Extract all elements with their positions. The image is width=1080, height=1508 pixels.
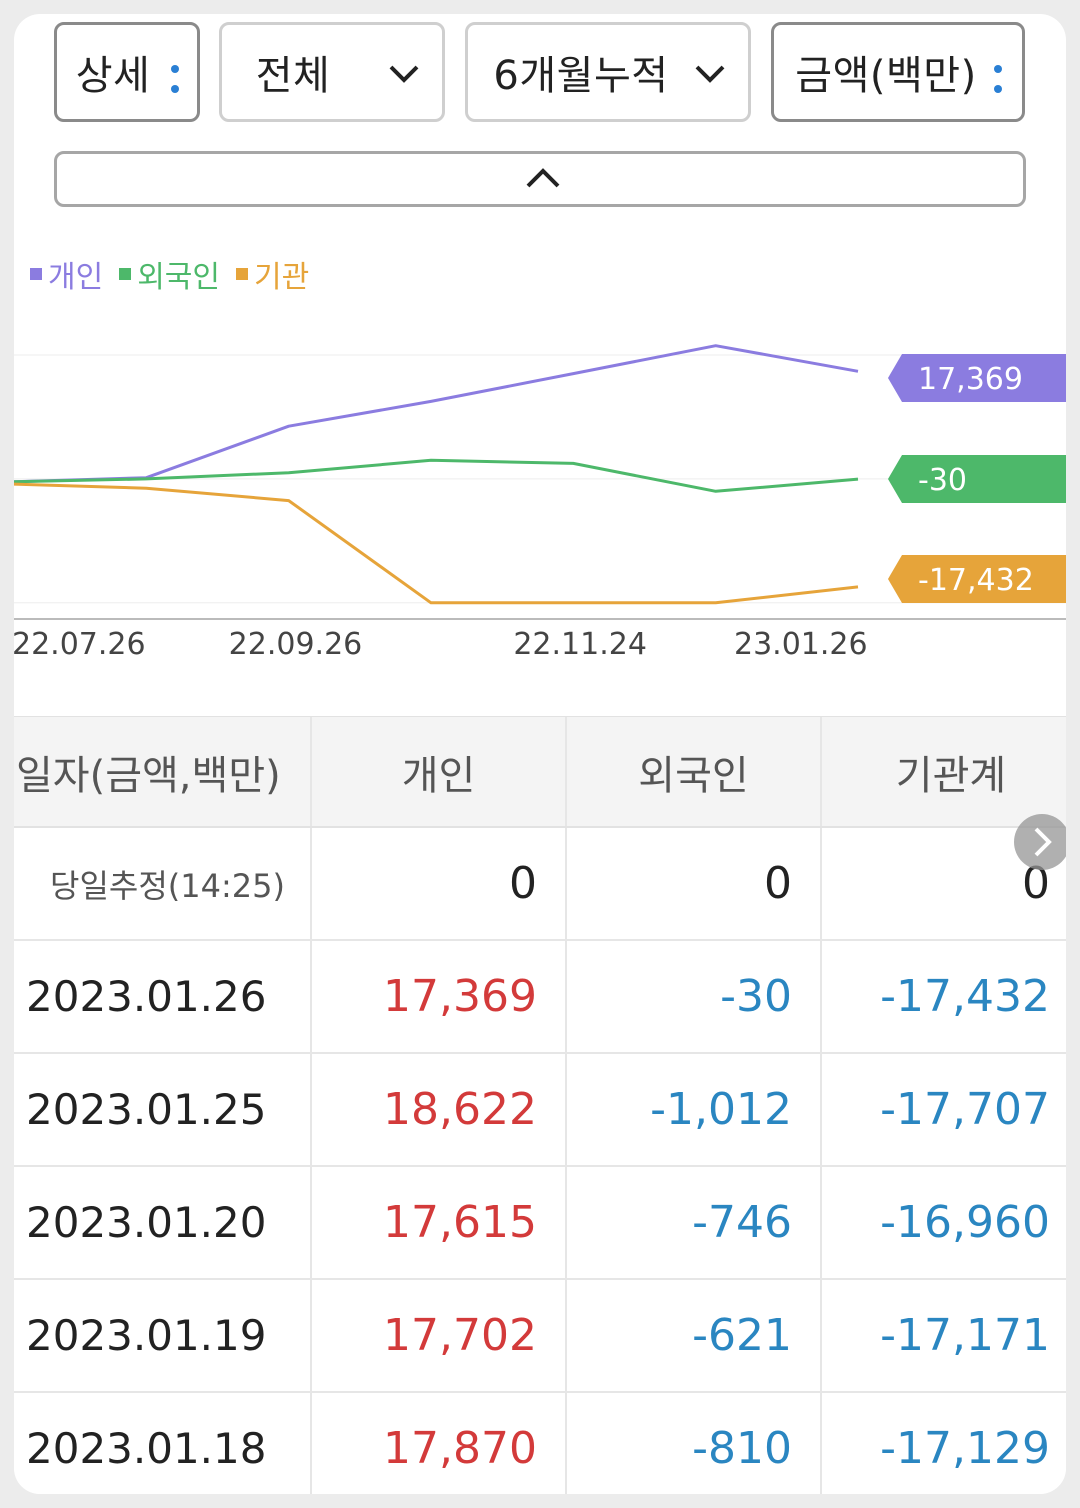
legend-item-institution: 기관 bbox=[236, 252, 309, 296]
x-tick-label: 22.07.26 bbox=[14, 627, 146, 662]
cell-individual: 17,702 bbox=[312, 1280, 567, 1391]
chart-legend: 개인 외국인 기관 bbox=[30, 252, 325, 296]
table-row: 2023.01.25 18,622 -1,012 -17,707 bbox=[14, 1054, 1066, 1167]
value-tag-0: 17,369 bbox=[888, 354, 1066, 402]
chevron-up-icon bbox=[526, 168, 560, 188]
value-tag-text: -30 bbox=[918, 463, 967, 498]
table-row: 2023.01.20 17,615 -746 -16,960 bbox=[14, 1167, 1066, 1280]
investor-trend-card: 상세 전체 6개월누적 금액(백만) 개인 외국인 기관 17,369 -30 -1… bbox=[14, 14, 1066, 1494]
cell-date: 2023.01.19 bbox=[14, 1280, 312, 1391]
unit-menu-button[interactable]: 금액(백만) bbox=[771, 22, 1025, 122]
table-row: 2023.01.19 17,702 -621 -17,171 bbox=[14, 1280, 1066, 1393]
table-row: 2023.01.26 17,369 -30 -17,432 bbox=[14, 941, 1066, 1054]
trend-line-chart: 17,369 -30 -17,432 22.07.26 22.09.26 22.11.24… bbox=[14, 344, 1066, 662]
cell-individual: 17,615 bbox=[312, 1167, 567, 1278]
cell-date: 2023.01.20 bbox=[14, 1167, 312, 1278]
legend-swatch bbox=[236, 268, 249, 280]
scope-label: 전체 bbox=[255, 53, 331, 99]
header-institution: 기관계 bbox=[895, 752, 1007, 799]
cell-foreign: 0 bbox=[567, 828, 822, 939]
cell-institution: -17,432 bbox=[880, 971, 1050, 1022]
cell-institution: -17,129 bbox=[880, 1423, 1050, 1474]
value-tag-2: -17,432 bbox=[888, 555, 1066, 603]
legend-item-foreign: 외국인 bbox=[119, 252, 220, 296]
legend-swatch bbox=[30, 268, 42, 280]
period-dropdown[interactable]: 6개월누적 bbox=[465, 22, 751, 122]
investor-table: 일자(금액,백만) 개인 외국인 기관계 당일추정(14:25) 0 0 0 2023.… bbox=[14, 716, 1066, 1494]
value-tag-text: -17,432 bbox=[918, 563, 1034, 598]
chevron-right-icon bbox=[1034, 827, 1052, 857]
legend-label: 개인 bbox=[48, 260, 104, 295]
cell-individual: 17,369 bbox=[312, 941, 567, 1052]
x-tick-label: 22.09.26 bbox=[229, 627, 363, 662]
unit-label: 금액(백만) bbox=[795, 53, 977, 99]
chevron-down-icon bbox=[389, 65, 419, 83]
cell-foreign: -746 bbox=[567, 1167, 822, 1278]
cell-foreign: -810 bbox=[567, 1393, 822, 1494]
cell-foreign: -30 bbox=[567, 941, 822, 1052]
cell-date: 2023.01.25 bbox=[14, 1054, 312, 1165]
header-date: 일자(금액,백만) bbox=[14, 717, 312, 826]
cell-date: 2023.01.18 bbox=[14, 1393, 312, 1494]
cell-individual: 18,622 bbox=[312, 1054, 567, 1165]
kebab-icon bbox=[994, 65, 1002, 95]
legend-label: 기관 bbox=[254, 260, 310, 295]
cell-institution: -16,960 bbox=[880, 1197, 1050, 1248]
series-line-2 bbox=[14, 482, 859, 605]
cell-foreign: -621 bbox=[567, 1280, 822, 1391]
cell-date: 2023.01.26 bbox=[14, 941, 312, 1052]
table-row: 2023.01.18 17,870 -810 -17,129 bbox=[14, 1393, 1066, 1494]
scroll-right-button[interactable] bbox=[1014, 814, 1066, 870]
header-individual: 개인 bbox=[312, 717, 567, 826]
x-tick-label: 22.11.24 bbox=[513, 627, 647, 662]
value-tag-bg bbox=[888, 555, 1066, 603]
series-line-1 bbox=[14, 458, 859, 493]
header-foreign: 외국인 bbox=[567, 717, 822, 826]
value-tag-bg bbox=[888, 455, 1066, 503]
detail-menu-button[interactable]: 상세 bbox=[54, 22, 200, 122]
chevron-down-icon bbox=[695, 65, 725, 83]
legend-item-individual: 개인 bbox=[30, 252, 103, 296]
table-header: 일자(금액,백만) 개인 외국인 기관계 bbox=[14, 716, 1066, 828]
kebab-icon bbox=[171, 65, 179, 95]
cell-date: 당일추정(14:25) bbox=[14, 828, 312, 939]
chart-collapse-button[interactable] bbox=[54, 151, 1026, 207]
value-tag-1: -30 bbox=[888, 455, 1066, 503]
legend-swatch bbox=[119, 268, 132, 280]
scope-dropdown[interactable]: 전체 bbox=[219, 22, 445, 122]
cell-foreign: -1,012 bbox=[567, 1054, 822, 1165]
cell-individual: 17,870 bbox=[312, 1393, 567, 1494]
table-row: 당일추정(14:25) 0 0 0 bbox=[14, 828, 1066, 941]
value-tag-bg bbox=[888, 354, 1066, 402]
x-tick-label: 23.01.26 bbox=[734, 627, 868, 662]
detail-label: 상세 bbox=[75, 53, 151, 99]
cell-individual: 0 bbox=[312, 828, 567, 939]
cell-institution: -17,171 bbox=[880, 1310, 1050, 1361]
period-label: 6개월누적 bbox=[493, 53, 669, 99]
legend-label: 외국인 bbox=[137, 260, 221, 295]
cell-institution: -17,707 bbox=[880, 1084, 1050, 1135]
value-tag-text: 17,369 bbox=[918, 362, 1023, 397]
